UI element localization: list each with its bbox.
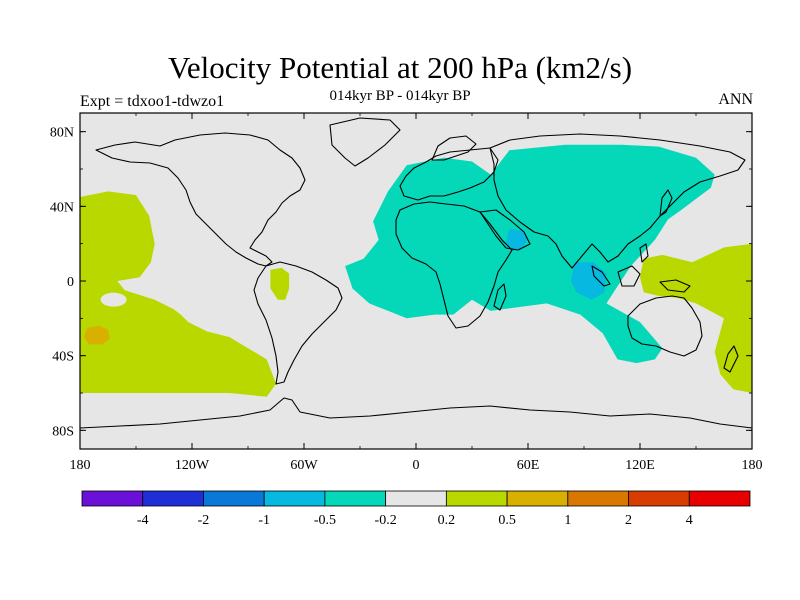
lon-tick-label: 180 <box>742 458 763 473</box>
coast-scandinavia <box>431 135 477 161</box>
colorbar-swatch <box>324 490 387 507</box>
chart-title: Velocity Potential at 200 hPa (km2/s) <box>167 50 633 85</box>
colorbar-swatch <box>567 490 629 507</box>
coast-philippines <box>639 243 649 263</box>
lat-tick-label: 80S <box>52 424 74 439</box>
colorbar-swatch <box>688 490 751 507</box>
colorbar-label: -0.2 <box>375 513 397 528</box>
axis-ticks: 80N 40N 0 40S 80S 180 120W 60W 0 60E 120E 180 <box>50 113 763 473</box>
lat-tick-label: 40S <box>52 350 74 365</box>
region-amazon-positive <box>270 267 290 300</box>
colorbar-swatch <box>445 490 508 507</box>
coast-borneo <box>617 265 641 287</box>
lat-tick-label: 80N <box>50 126 74 141</box>
coast-new-guinea <box>659 279 691 293</box>
coast-europe <box>399 147 499 201</box>
lon-tick-label: 60W <box>290 458 318 473</box>
coast-arabia <box>479 209 531 251</box>
coast-greenland <box>329 117 401 167</box>
coast-antarctica <box>80 397 752 429</box>
colorbar-swatch <box>203 490 265 507</box>
colorbar-label: 4 <box>686 513 693 528</box>
coast-south-america <box>253 261 343 385</box>
colorbar-label: -4 <box>137 513 149 528</box>
region-south-pacific-max <box>83 325 110 345</box>
coast-australia <box>627 295 703 357</box>
coast-new-zealand <box>723 345 739 373</box>
colorbar-label: 2 <box>625 513 632 528</box>
coast-sumatra <box>591 265 611 287</box>
colorbar-swatch <box>263 490 326 507</box>
colorbar-label: 1 <box>564 513 571 528</box>
lon-tick-label: 180 <box>70 458 91 473</box>
colorbar-label: -1 <box>258 513 270 528</box>
colorbar-label: -2 <box>198 513 210 528</box>
colorbar-label: 0.5 <box>498 513 516 528</box>
season-label: ANN <box>718 91 753 108</box>
colorbar-swatch <box>142 490 204 507</box>
experiment-label: Expt = tdxoo1-tdwzo1 <box>80 93 225 110</box>
region-pacific-hole <box>100 292 127 307</box>
colorbar-swatch <box>628 490 690 507</box>
lon-tick-label: 60E <box>517 458 540 473</box>
colorbar-label: -0.5 <box>314 513 336 528</box>
colorbar-swatch <box>506 490 569 507</box>
colorbar: -4 -2 -1 -0.5 -0.2 0.2 0.5 1 2 4 <box>81 490 751 528</box>
lon-tick-label: 0 <box>413 458 420 473</box>
coast-japan <box>659 189 673 217</box>
region-east-pacific-positive <box>80 191 276 397</box>
coastlines <box>80 117 752 429</box>
lon-tick-label: 120W <box>175 458 210 473</box>
coast-asia <box>489 133 746 269</box>
coast-north-america <box>95 132 306 267</box>
region-indian-ocean-core <box>570 262 607 300</box>
coast-madagascar <box>493 283 507 311</box>
chart-subtitle: 014kyr BP - 014kyr BP <box>329 88 471 104</box>
region-afro-eurasia-negative <box>345 144 715 364</box>
lat-tick-label: 40N <box>50 200 74 215</box>
colorbar-swatch <box>81 490 144 507</box>
colorbar-swatch <box>385 490 447 507</box>
region-arabia-core <box>505 228 528 252</box>
colorbar-label: 0.2 <box>438 513 456 528</box>
coast-africa <box>395 201 513 329</box>
lat-tick-label: 0 <box>67 275 74 290</box>
lon-tick-label: 120E <box>625 458 655 473</box>
